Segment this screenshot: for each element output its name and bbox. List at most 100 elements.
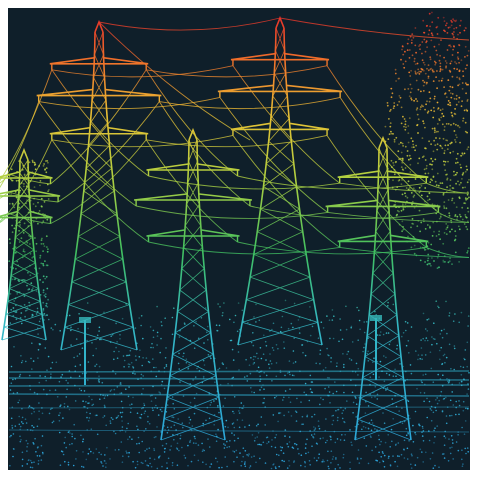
- point: [142, 357, 144, 359]
- point: [383, 454, 386, 457]
- point: [402, 115, 404, 118]
- point: [464, 26, 467, 29]
- point: [179, 434, 182, 437]
- point: [10, 193, 13, 195]
- point: [319, 403, 321, 406]
- point: [458, 228, 461, 231]
- point: [428, 192, 431, 195]
- point: [364, 343, 366, 345]
- point: [455, 19, 458, 22]
- point: [314, 427, 317, 430]
- point: [459, 31, 461, 34]
- point: [309, 388, 312, 390]
- point: [161, 465, 163, 468]
- point: [49, 408, 52, 411]
- point: [426, 397, 428, 400]
- point: [343, 391, 345, 394]
- point: [326, 347, 328, 350]
- point: [218, 367, 221, 370]
- point: [109, 390, 112, 392]
- point: [443, 86, 445, 88]
- point: [149, 326, 152, 328]
- point: [447, 199, 450, 201]
- point: [288, 465, 291, 467]
- point: [70, 329, 72, 332]
- point: [466, 193, 469, 196]
- point: [355, 416, 358, 418]
- point: [188, 416, 190, 419]
- point: [95, 363, 98, 366]
- point: [147, 464, 150, 467]
- point: [383, 422, 386, 425]
- point: [193, 397, 196, 400]
- point: [450, 19, 453, 22]
- point: [171, 464, 174, 467]
- point: [324, 366, 327, 369]
- point: [462, 463, 464, 465]
- point: [88, 417, 91, 419]
- point: [209, 404, 212, 406]
- point: [429, 181, 432, 184]
- point: [283, 341, 285, 343]
- point: [156, 344, 158, 346]
- point: [465, 198, 467, 201]
- point: [24, 315, 26, 318]
- point: [378, 376, 380, 378]
- power-line: [0, 101, 40, 188]
- point: [455, 94, 458, 97]
- point: [438, 217, 441, 220]
- point: [250, 456, 253, 458]
- point: [60, 404, 62, 406]
- point: [415, 73, 417, 75]
- point: [259, 389, 261, 391]
- point: [424, 354, 427, 356]
- point: [263, 388, 265, 391]
- point: [136, 425, 138, 428]
- point: [440, 145, 443, 148]
- point: [355, 403, 358, 406]
- point: [250, 357, 252, 359]
- point: [430, 32, 433, 35]
- point: [358, 462, 361, 464]
- point: [401, 220, 404, 223]
- point: [434, 63, 437, 66]
- point: [42, 291, 45, 294]
- point: [453, 130, 456, 132]
- point: [74, 437, 76, 440]
- point: [277, 420, 279, 423]
- point: [398, 410, 401, 412]
- point: [421, 354, 423, 356]
- point: [306, 415, 308, 418]
- point: [34, 168, 37, 171]
- point: [62, 453, 65, 456]
- point: [449, 142, 452, 145]
- point: [427, 33, 430, 36]
- point: [16, 260, 19, 263]
- point: [30, 357, 32, 360]
- point: [233, 451, 236, 453]
- point: [407, 340, 410, 342]
- point: [236, 419, 239, 421]
- point: [244, 461, 246, 463]
- point: [232, 359, 235, 361]
- point: [422, 440, 425, 442]
- point: [391, 440, 393, 443]
- point: [405, 427, 408, 430]
- point: [42, 264, 45, 267]
- point: [45, 379, 47, 382]
- point: [164, 357, 167, 359]
- point: [408, 71, 411, 74]
- point: [132, 367, 135, 369]
- point: [185, 361, 188, 364]
- point: [153, 366, 155, 369]
- point: [465, 165, 468, 168]
- point: [326, 376, 329, 379]
- point: [423, 400, 425, 403]
- point: [416, 225, 419, 228]
- point: [439, 238, 441, 241]
- point: [123, 366, 125, 368]
- point: [460, 311, 463, 314]
- point: [330, 450, 333, 453]
- power-line: [237, 241, 427, 255]
- point: [98, 451, 100, 454]
